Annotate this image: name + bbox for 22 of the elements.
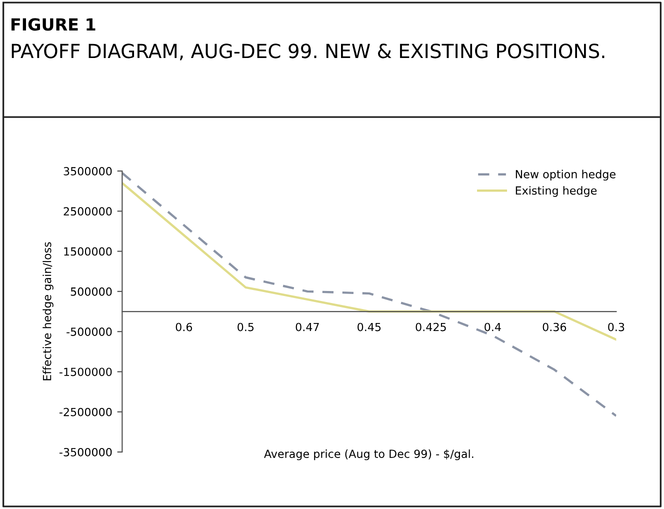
x-tick-label: 0.5 xyxy=(238,322,254,332)
y-tick-label: -1500000 xyxy=(60,368,112,376)
y-tick-label: -500000 xyxy=(66,328,112,336)
y-tick-label: 500000 xyxy=(70,287,112,296)
x-tick-label: 0.47 xyxy=(296,322,319,332)
chart-subtitle: PAYOFF DIAGRAM, AUG-DEC 99. NEW & EXISTING POSITIONS. xyxy=(12,44,604,60)
y-tick-label: -3500000 xyxy=(60,448,112,456)
y-tick-label: -2500000 xyxy=(60,408,112,416)
x-tick-label: 0.425 xyxy=(416,322,446,332)
x-tick-label: 0.4 xyxy=(484,322,501,332)
chart-title: FIGURE 1 xyxy=(11,18,96,31)
y-axis-title: Effective hedge gain/loss xyxy=(42,242,54,380)
x-tick-label: 0.45 xyxy=(358,322,381,332)
x-tick-label: 0.6 xyxy=(176,322,192,332)
y-tick-label: 2500000 xyxy=(64,207,112,216)
legend-label: Existing hedge xyxy=(516,186,597,197)
y-tick-label: 3500000 xyxy=(64,167,112,176)
x-axis-title: Average price (Aug to Dec 99) - $/gal. xyxy=(264,449,474,460)
x-tick-label: 0.3 xyxy=(608,322,624,332)
legend-label: New option hedge xyxy=(516,170,616,181)
x-tick-label: 0.36 xyxy=(542,322,566,332)
y-tick-label: 1500000 xyxy=(64,247,112,256)
